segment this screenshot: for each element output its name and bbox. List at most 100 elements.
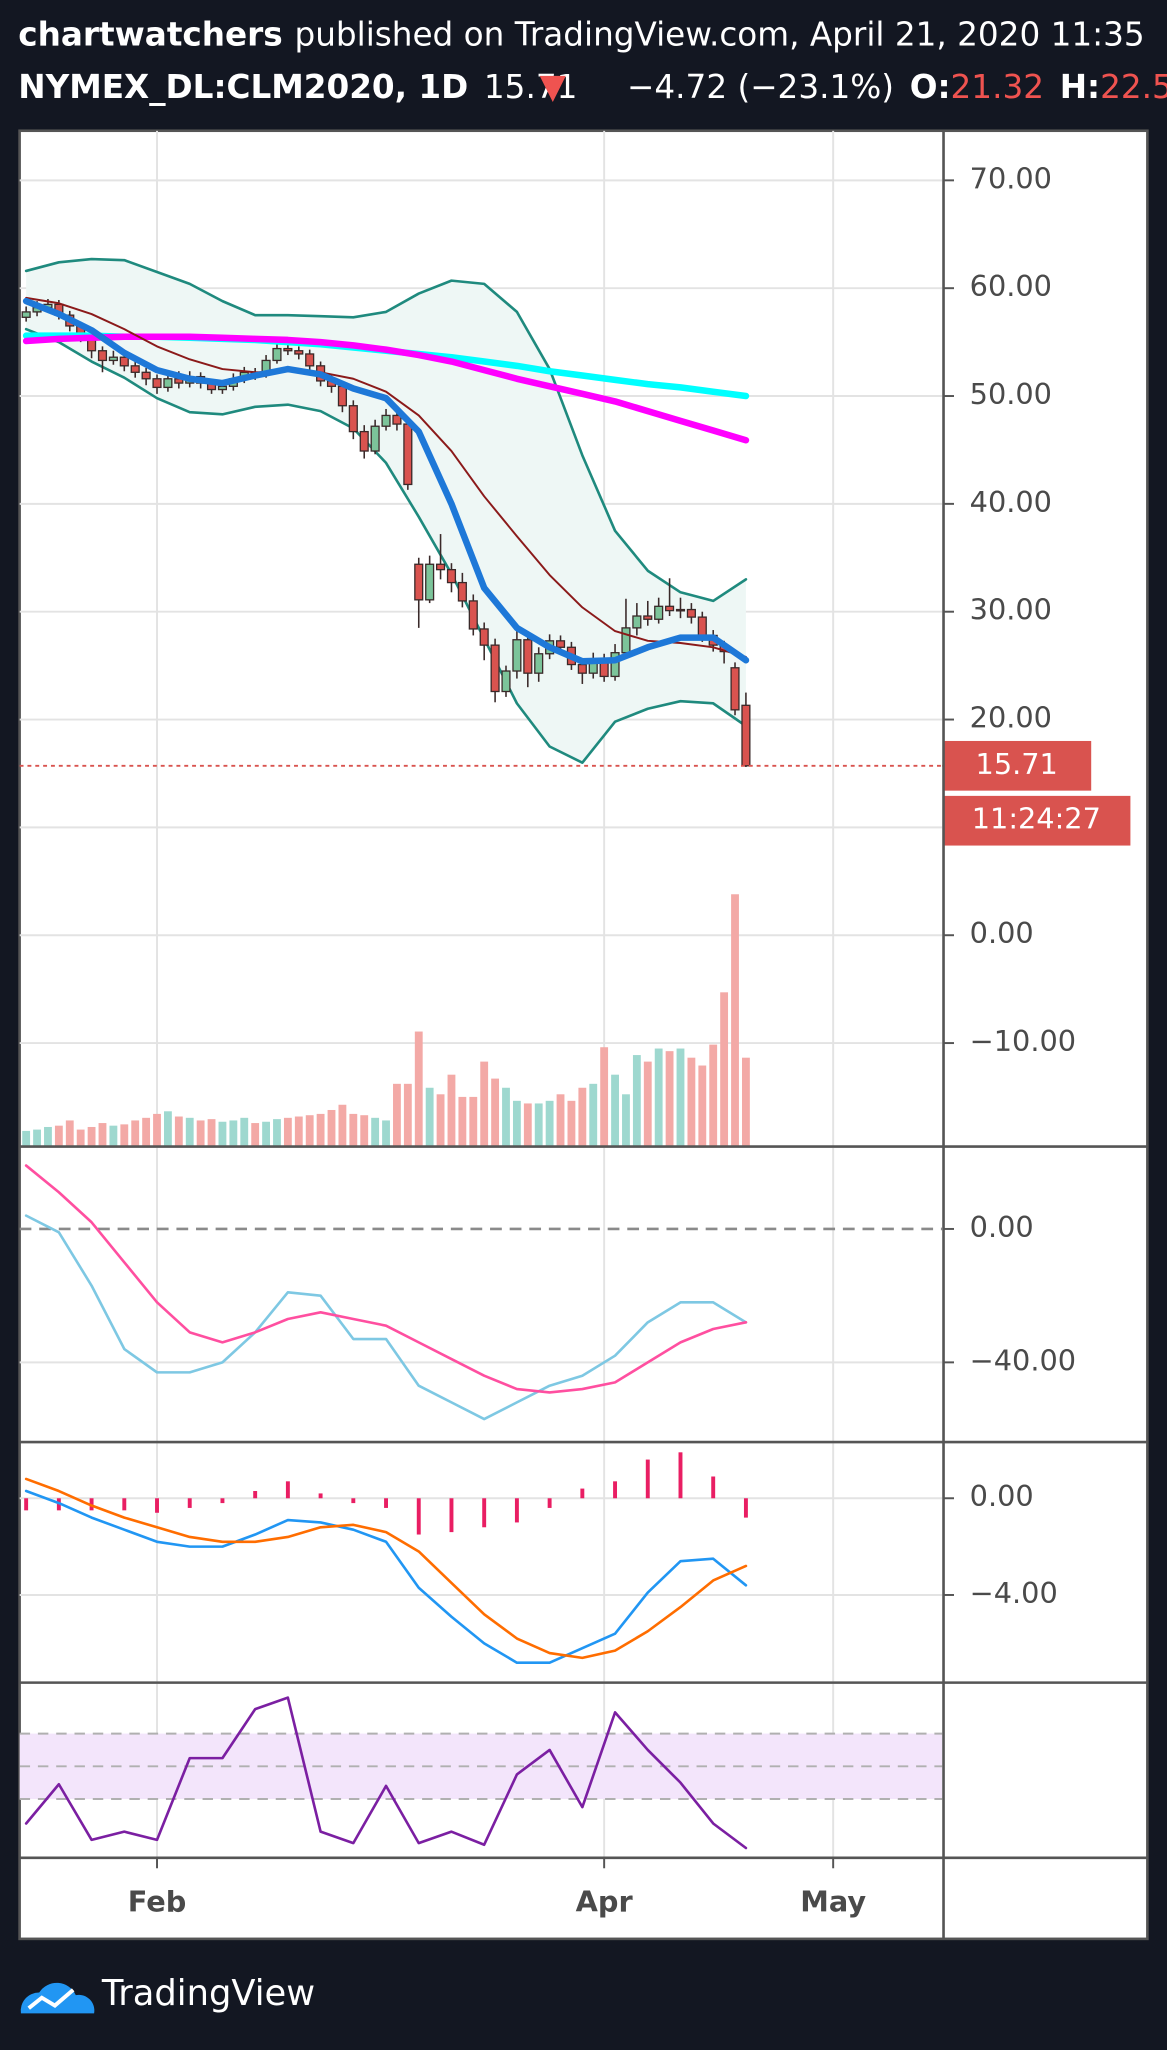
- indicator-line: [24, 1489, 748, 1665]
- volume-bar: [523, 1103, 532, 1147]
- volume-bar: [556, 1094, 565, 1147]
- candle-body: [403, 423, 413, 486]
- histogram-bar: [743, 1498, 748, 1518]
- volume-bar: [349, 1113, 358, 1147]
- volume-bar: [687, 1057, 696, 1147]
- candle-body: [686, 608, 696, 618]
- candle-body: [425, 563, 435, 601]
- footer-brand: TradingView: [101, 1973, 315, 2014]
- candle-body: [632, 615, 642, 629]
- last-price: 15.71: [484, 68, 577, 106]
- volume-bar: [131, 1120, 140, 1147]
- candle-body: [501, 670, 511, 693]
- histogram-bar: [384, 1498, 388, 1508]
- histogram-bar: [285, 1481, 290, 1499]
- volume-bar: [491, 1078, 500, 1147]
- volume-bar: [305, 1115, 314, 1147]
- volume-bar: [371, 1117, 380, 1147]
- indicator-line: [24, 1477, 748, 1660]
- candle-body: [141, 371, 151, 380]
- y-tick-label: 0.00: [970, 916, 1034, 950]
- candle-body: [675, 608, 686, 612]
- histogram-bar: [547, 1498, 552, 1508]
- symbol-line: NYMEX_DL:CLM2020, 1D 15.71 −4.72 (−23.1%) O…: [18, 68, 1167, 106]
- volume-bar: [65, 1120, 74, 1147]
- candle-body: [512, 639, 522, 672]
- candle-body: [108, 356, 118, 362]
- countdown-label: 11:24:27: [972, 802, 1101, 836]
- histogram-bar: [580, 1488, 585, 1499]
- candle-body: [435, 563, 446, 571]
- volume-bar: [87, 1126, 96, 1147]
- symbol: NYMEX_DL:CLM2020, 1D: [18, 68, 468, 106]
- y-tick-label: −4.00: [970, 1576, 1058, 1610]
- y-tick-label: 70.00: [970, 161, 1052, 195]
- volume-bar: [76, 1129, 85, 1147]
- indicator-line: [22, 333, 750, 444]
- x-tick-label: May: [800, 1885, 866, 1919]
- candle-body: [665, 605, 675, 612]
- author: chartwatchers: [18, 16, 282, 54]
- bollinger-fill: [26, 259, 746, 763]
- y-tick-label: 50.00: [970, 377, 1052, 411]
- volume-bar: [720, 992, 729, 1147]
- candle-body: [272, 347, 282, 362]
- volume-bar: [22, 1130, 31, 1147]
- volume-bar: [218, 1121, 227, 1147]
- candle-body: [534, 653, 544, 674]
- volume-bar: [33, 1129, 41, 1147]
- histogram-bar: [449, 1498, 454, 1533]
- histogram-bar: [514, 1498, 519, 1523]
- volume-bar: [338, 1104, 347, 1147]
- candle-body: [697, 616, 707, 637]
- volume-bar: [54, 1125, 63, 1147]
- volume-bar: [327, 1109, 336, 1147]
- volume-bar: [458, 1096, 467, 1147]
- volume-bar: [294, 1116, 303, 1147]
- y-tick-label: 0.00: [970, 1479, 1034, 1513]
- plot: [19, 130, 943, 1857]
- histogram-bar: [253, 1491, 258, 1499]
- volume-bar: [589, 1083, 598, 1147]
- volume-bar: [120, 1124, 129, 1147]
- volume-bar: [600, 1047, 609, 1147]
- volume-bar: [578, 1087, 587, 1147]
- volume-bar: [196, 1120, 205, 1147]
- candle-body: [348, 405, 358, 433]
- volume-bar: [382, 1120, 390, 1147]
- volume-bar: [185, 1117, 194, 1147]
- x-tick-label: Apr: [576, 1885, 634, 1919]
- candle-body: [446, 568, 457, 584]
- chart-area: [18, 129, 1149, 1941]
- candle-body: [163, 378, 173, 389]
- volume-bar: [207, 1119, 216, 1147]
- open-label: O:: [910, 68, 951, 106]
- candle-body: [359, 430, 369, 452]
- volume-bar: [240, 1117, 249, 1147]
- volume-bar: [698, 1065, 707, 1147]
- volume-bar: [251, 1123, 260, 1147]
- volume-bar: [534, 1103, 543, 1147]
- countdown-box: [943, 795, 1131, 846]
- candle-body: [490, 644, 500, 693]
- volume-bar: [676, 1048, 685, 1147]
- y-tick-label: 30.00: [970, 593, 1052, 627]
- last-price-label: 15.71: [976, 747, 1058, 781]
- volume-bar: [742, 1057, 750, 1147]
- candle-body: [305, 353, 315, 367]
- indicator-line: [25, 296, 747, 658]
- histogram-bar: [318, 1493, 323, 1499]
- candle-body: [21, 311, 31, 318]
- volume-bar: [262, 1121, 270, 1147]
- volume-bar: [545, 1100, 554, 1147]
- candle-body: [283, 347, 293, 352]
- volume-bar: [632, 1055, 641, 1147]
- candle-body: [577, 663, 587, 674]
- histogram-bar: [351, 1498, 356, 1504]
- y-tick-label: 20.00: [970, 701, 1052, 735]
- volume-bar: [567, 1100, 576, 1147]
- logo-line: [27, 1988, 75, 2010]
- publish-line: chartwatchers published on TradingView.co…: [18, 16, 1144, 54]
- volume-bar: [273, 1119, 281, 1147]
